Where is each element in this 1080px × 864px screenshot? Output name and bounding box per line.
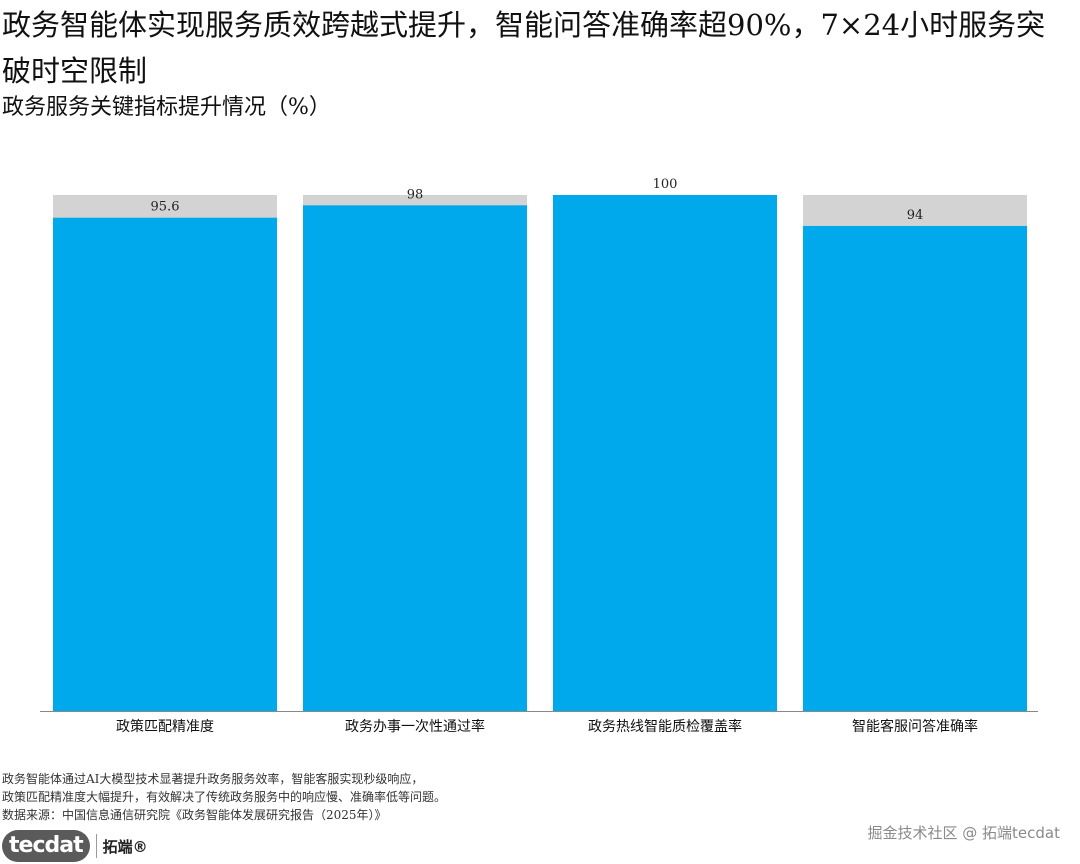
category-label-2: 政务办事一次性通过率 (345, 718, 485, 735)
bar-1 (53, 217, 277, 712)
bar-4 (803, 225, 1027, 711)
page-title: 政务智能体实现服务质效跨越式提升，智能问答准确率超90%，7×24小时服务突破时… (2, 8, 1046, 88)
category-label-4: 智能客服问答准确率 (852, 718, 978, 735)
source-note: 数据来源：中国信息通信研究院《政务智能体发展研究报告（2025年）》 (2, 808, 387, 822)
bar-chart: 95.6 政策匹配精准度 98 政务办事一次性通过率 100 政务热线智能质检覆盖率 94 智… (40, 177, 1038, 735)
brand-logo: tecdat 拓端® (2, 829, 148, 863)
data-label-2: 98 (407, 187, 424, 202)
chart-notes: 政务智能体通过AI大模型技术显著提升政务服务效率，智能客服实现秒级响应， 政策匹… (2, 770, 822, 824)
logo-text: 拓端® (102, 837, 148, 856)
note-line-2: 政策匹配精准度大幅提升，有效解决了传统政务服务中的响应慢、准确率低等问题。 (2, 790, 447, 804)
logo-badge: tecdat (2, 830, 90, 862)
data-label-3: 100 (653, 177, 678, 192)
chart-subtitle: 政务服务关键指标提升情况（%） (2, 95, 331, 120)
data-label-4: 94 (907, 208, 924, 223)
bar-3 (553, 195, 777, 711)
category-label-3: 政务热线智能质检覆盖率 (588, 718, 742, 735)
bar-2 (303, 205, 527, 711)
category-label-1: 政策匹配精准度 (116, 718, 214, 735)
note-line-1: 政务智能体通过AI大模型技术显著提升政务服务效率，智能客服实现秒级响应， (2, 772, 424, 786)
watermark: 掘金技术社区 @ 拓端tecdat (867, 824, 1061, 842)
data-label-1: 95.6 (151, 200, 180, 215)
logo-divider (95, 834, 97, 858)
